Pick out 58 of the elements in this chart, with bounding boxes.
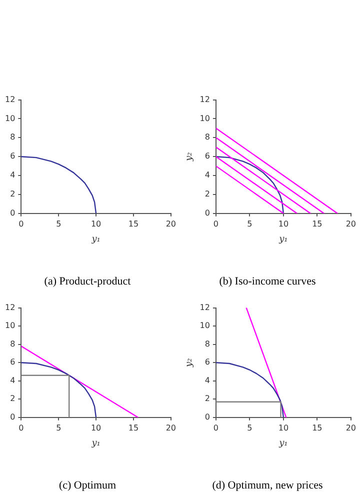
x-tick-label: 10 bbox=[278, 423, 289, 432]
x-tick-label: 20 bbox=[166, 219, 176, 228]
y-axis-title: y₂ bbox=[184, 358, 195, 368]
y-tick-label: 8 bbox=[10, 339, 16, 348]
text: (c) Optimum bbox=[58, 479, 116, 492]
y-tick-label: 10 bbox=[200, 114, 210, 123]
y-tick-label: 4 bbox=[204, 376, 210, 385]
y-tick-label: 0 bbox=[204, 412, 210, 422]
y-tick-label: 4 bbox=[10, 376, 16, 385]
y-tick-label: 4 bbox=[10, 170, 16, 180]
y-tick-label: 8 bbox=[204, 339, 210, 348]
y-tick-label: 2 bbox=[10, 394, 16, 404]
y-tick-label: 6 bbox=[10, 358, 16, 367]
x-tick-label: 10 bbox=[90, 219, 102, 228]
y-tick-label: 12 bbox=[200, 94, 210, 104]
y-tick-label: 10 bbox=[4, 114, 16, 123]
text: (b) Iso-income curves bbox=[219, 275, 316, 288]
x-tick-label: 5 bbox=[247, 423, 252, 432]
y-tick-label: 2 bbox=[204, 190, 210, 199]
y-tick-label: 6 bbox=[204, 358, 210, 367]
x-tick-label: 5 bbox=[56, 423, 62, 432]
x-axis-title: y₁ bbox=[278, 438, 288, 449]
x-tick-label: 10 bbox=[90, 423, 102, 432]
y-tick-label: 6 bbox=[10, 152, 16, 161]
x-axis-title: y₁ bbox=[90, 438, 100, 449]
y-tick-label: 0 bbox=[10, 412, 16, 422]
y-tick-label: 8 bbox=[204, 132, 210, 142]
y-tick-label: 10 bbox=[200, 321, 210, 330]
x-tick-label: 0 bbox=[18, 423, 24, 432]
x-tick-label: 15 bbox=[312, 423, 322, 432]
text: (d) Optimum, new prices bbox=[212, 479, 323, 492]
y-tick-label: 0 bbox=[204, 208, 210, 218]
x-axis-title: y₁ bbox=[90, 234, 100, 245]
x-tick-label: 0 bbox=[213, 219, 219, 228]
y-tick-label: 4 bbox=[204, 170, 210, 180]
x-tick-label: 0 bbox=[213, 423, 219, 432]
x-tick-label: 0 bbox=[18, 219, 24, 228]
x-tick-label: 5 bbox=[247, 219, 252, 228]
x-tick-label: 15 bbox=[128, 219, 139, 228]
x-tick-label: 20 bbox=[346, 219, 356, 228]
y-tick-label: 8 bbox=[10, 132, 16, 142]
y-tick-label: 12 bbox=[200, 302, 210, 312]
x-tick-label: 5 bbox=[56, 219, 62, 228]
x-tick-label: 10 bbox=[278, 219, 289, 228]
x-axis-title: y₁ bbox=[278, 234, 288, 245]
y-tick-label: 10 bbox=[4, 321, 16, 330]
text: (a) Product-product bbox=[44, 275, 131, 288]
y-tick-label: 6 bbox=[204, 152, 210, 161]
y-tick-label: 0 bbox=[10, 208, 16, 218]
y-tick-label: 12 bbox=[4, 94, 16, 104]
y-axis-title: y₂ bbox=[184, 152, 195, 162]
y-tick-label: 2 bbox=[204, 394, 210, 404]
x-tick-label: 15 bbox=[128, 423, 139, 432]
x-tick-label: 20 bbox=[346, 423, 356, 432]
x-tick-label: 15 bbox=[312, 219, 322, 228]
x-tick-label: 20 bbox=[166, 423, 176, 432]
y-tick-label: 12 bbox=[4, 302, 16, 312]
y-tick-label: 2 bbox=[10, 190, 16, 199]
